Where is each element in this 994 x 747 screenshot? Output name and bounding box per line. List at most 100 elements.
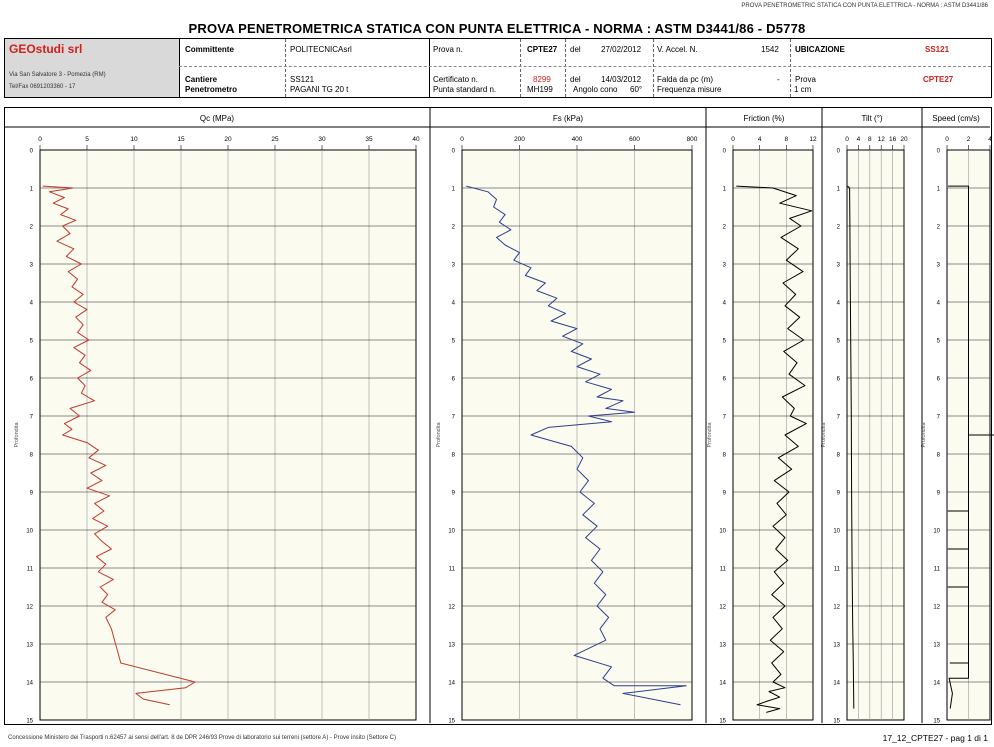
x-tick-label: 20 [224, 136, 232, 143]
y-tick-label: 7 [937, 415, 941, 421]
y-tick-label: 0 [837, 149, 841, 155]
x-tick-label: 5 [85, 136, 89, 143]
prova-del-label: del [570, 45, 581, 54]
y-tick-label: 8 [30, 453, 34, 459]
panel-title: Speed (cm/s) [932, 114, 980, 123]
cantiere-value: SS121 [290, 75, 315, 84]
x-tick-label: 4 [988, 136, 992, 143]
y-tick-label: 14 [719, 681, 726, 687]
y-tick-label: 0 [452, 149, 456, 155]
vaccel-value: 1542 [761, 45, 779, 54]
frequenza-label: Frequenza misure [657, 85, 722, 94]
y-tick-label: 15 [448, 719, 455, 725]
y-tick-label: 13 [26, 643, 33, 649]
angolo-label: Angolo cono [573, 85, 618, 94]
y-tick-label: 1 [837, 187, 841, 193]
x-tick-label: 600 [629, 136, 640, 143]
y-tick-label: 3 [30, 263, 34, 269]
falda-label: Falda da pc (m) [657, 75, 714, 84]
y-tick-label: 8 [837, 453, 841, 459]
y-tick-label: 4 [452, 301, 456, 307]
y-tick-label: 4 [837, 301, 841, 307]
y-tick-label: 12 [933, 605, 940, 611]
y-axis-label: Profondita [821, 422, 827, 448]
x-tick-label: 30 [318, 136, 326, 143]
y-tick-label: 0 [30, 149, 34, 155]
certificato-del-label: del [570, 75, 581, 84]
x-tick-label: 200 [514, 136, 525, 143]
y-tick-label: 1 [30, 187, 34, 193]
punta-label: Punta standard n. [433, 85, 497, 94]
footer-note: Concessione Ministero dei Trasporti n.62… [8, 735, 396, 741]
y-tick-label: 2 [937, 225, 941, 231]
prova-value: CPTE27 [527, 45, 558, 54]
y-tick-label: 3 [837, 263, 841, 269]
x-tick-label: 4 [857, 136, 861, 143]
y-tick-label: 14 [26, 681, 33, 687]
prova2-value: CPTE27 [923, 75, 954, 84]
y-tick-label: 12 [833, 605, 840, 611]
certificato-date: 14/03/2012 [601, 75, 642, 84]
y-tick-label: 11 [834, 567, 841, 573]
y-tick-label: 3 [937, 263, 941, 269]
y-tick-label: 4 [30, 301, 34, 307]
x-tick-label: 400 [572, 136, 583, 143]
top-caption: PROVA PENETROMETRIC STATICA CON PUNTA EL… [741, 3, 988, 9]
x-tick-label: 8 [785, 136, 789, 143]
x-tick-label: 12 [878, 136, 886, 143]
y-tick-label: 9 [452, 491, 456, 497]
x-tick-label: 4 [758, 136, 762, 143]
y-axis-label: Profondita [14, 422, 20, 448]
y-axis-label: Profondita [436, 422, 442, 448]
y-tick-label: 13 [933, 643, 940, 649]
falda-value: - [777, 75, 780, 84]
y-tick-label: 3 [723, 263, 727, 269]
y-tick-label: 6 [723, 377, 727, 383]
y-tick-label: 9 [30, 491, 34, 497]
company-phone: Tel/Fax 0691203360 - 17 [9, 84, 76, 90]
x-tick-label: 25 [271, 136, 279, 143]
angolo-value: 60° [630, 85, 643, 94]
x-tick-label: 15 [177, 136, 185, 143]
punta-value: MH199 [527, 85, 553, 94]
y-tick-label: 11 [27, 567, 34, 573]
series-line [42, 185, 196, 706]
panel-title: Friction (%) [744, 114, 785, 123]
committente-label: Committente [185, 45, 234, 54]
committente-value: POLITECNICAsrl [290, 45, 352, 54]
y-tick-label: 5 [30, 339, 34, 345]
x-tick-label: 800 [687, 136, 698, 143]
prova-label: Prova n. [433, 45, 463, 54]
x-tick-label: 0 [945, 136, 949, 143]
y-tick-label: 12 [26, 605, 33, 611]
y-tick-label: 4 [723, 301, 727, 307]
x-tick-label: 40 [412, 136, 420, 143]
y-tick-label: 14 [448, 681, 455, 687]
panel-title: Fs (kPa) [553, 114, 584, 123]
y-axis-label: Profondita [707, 422, 713, 448]
plot-area [732, 149, 814, 721]
prova-date: 27/02/2012 [601, 45, 642, 54]
y-tick-label: 12 [448, 605, 455, 611]
penetrometro-value: PAGANI TG 20 t [290, 85, 349, 94]
y-tick-label: 6 [837, 377, 841, 383]
y-tick-label: 6 [452, 377, 456, 383]
y-tick-label: 7 [452, 415, 456, 421]
y-axis-label: Profondita [921, 422, 927, 448]
y-tick-label: 1 [937, 187, 941, 193]
y-tick-label: 2 [837, 225, 841, 231]
y-tick-label: 3 [452, 263, 456, 269]
plot-area [846, 149, 905, 721]
y-tick-label: 5 [723, 339, 727, 345]
x-tick-label: 35 [365, 136, 373, 143]
company-block: GEOstudi srl Via San Salvatore 3 - Pomez… [5, 39, 179, 97]
y-tick-label: 5 [837, 339, 841, 345]
series-line [947, 185, 994, 709]
y-tick-label: 11 [934, 567, 941, 573]
y-tick-label: 8 [452, 453, 456, 459]
charts-frame [4, 107, 992, 725]
y-tick-label: 2 [723, 225, 727, 231]
company-name: GEOstudi srl [9, 42, 83, 56]
panel-title: Tilt (°) [861, 114, 882, 123]
